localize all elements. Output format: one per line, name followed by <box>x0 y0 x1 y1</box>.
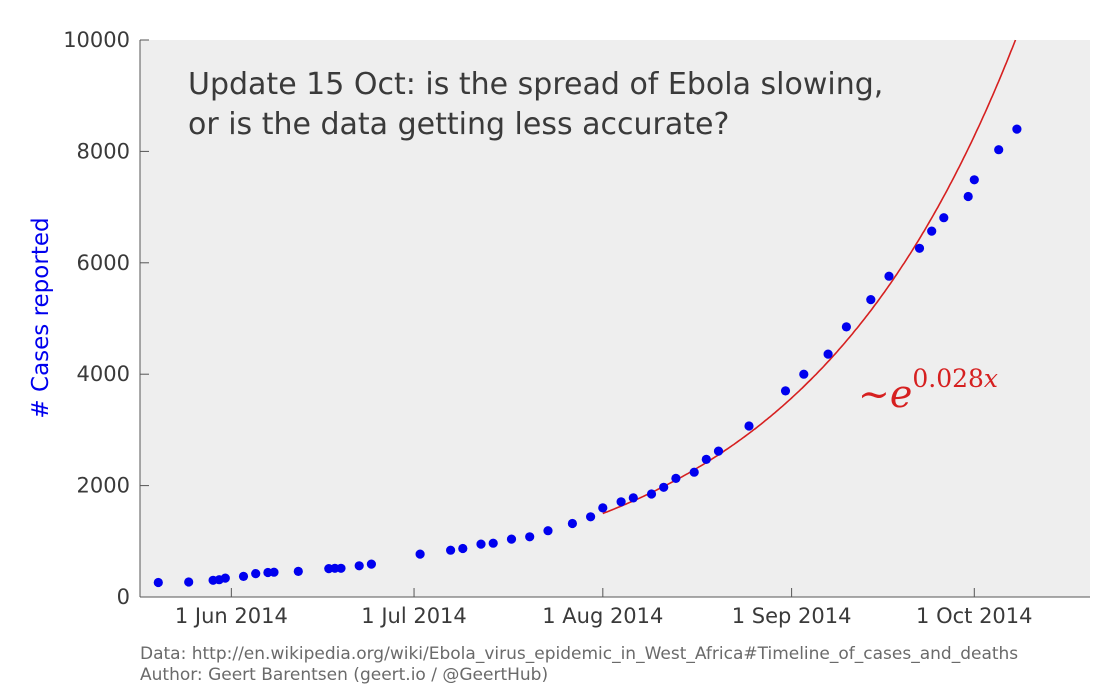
data-point <box>713 446 724 456</box>
data-point <box>628 493 638 503</box>
y-tick-label: 8000 <box>77 139 130 163</box>
x-tick-label: 1 Oct 2014 <box>916 604 1032 628</box>
data-point <box>914 243 925 253</box>
data-point <box>939 213 949 223</box>
data-point <box>963 191 973 202</box>
data-point <box>823 349 833 359</box>
data-point <box>354 561 364 571</box>
chart-title-line-2: or is the data getting less accurate? <box>188 107 729 142</box>
y-tick-label: 4000 <box>77 362 130 386</box>
data-point <box>446 545 456 555</box>
data-point <box>927 226 937 236</box>
x-tick-label: 1 Jul 2014 <box>361 604 467 628</box>
data-point <box>238 571 249 582</box>
data-point <box>543 526 553 536</box>
data-point <box>1012 124 1022 134</box>
data-point <box>269 567 279 577</box>
data-point <box>220 573 230 583</box>
formula-exponent-value: 0.028 <box>912 364 984 393</box>
data-point <box>744 421 754 431</box>
fit-formula-annotation: ~e0.028x <box>858 364 998 416</box>
data-point <box>701 454 711 464</box>
y-tick-label: 10000 <box>63 28 130 52</box>
formula-tilde: ~ <box>858 372 890 416</box>
data-point <box>866 295 876 305</box>
data-point <box>506 534 517 544</box>
data-point <box>567 518 578 529</box>
y-tick-label: 2000 <box>77 474 130 498</box>
x-tick-label: 1 Aug 2014 <box>542 604 663 628</box>
y-tick-label: 6000 <box>77 251 130 275</box>
data-source-note: Data: http://en.wikipedia.org/wiki/Ebola… <box>140 644 1019 664</box>
data-point <box>336 563 346 573</box>
data-point <box>184 577 194 587</box>
y-axis-label: # Cases reported <box>28 217 54 418</box>
data-point <box>780 386 791 396</box>
data-point <box>525 532 535 542</box>
x-axis: 1 Jun 2014 1 Jul 2014 1 Aug 2014 1 Sep 2014… <box>140 588 1090 628</box>
data-points <box>153 124 1022 588</box>
data-point <box>293 566 303 577</box>
data-point <box>586 512 596 522</box>
data-point <box>458 543 468 554</box>
data-point <box>799 369 809 379</box>
data-point <box>476 539 486 549</box>
y-tick-label: 0 <box>117 585 130 609</box>
data-point <box>366 559 376 569</box>
data-point <box>689 467 699 477</box>
data-point <box>994 145 1004 155</box>
x-tick-label: 1 Jun 2014 <box>175 604 288 628</box>
data-point <box>488 538 498 548</box>
data-point <box>671 473 681 483</box>
data-point <box>646 489 657 499</box>
data-point <box>251 569 261 579</box>
data-point <box>616 497 626 507</box>
y-axis: 0 2000 4000 6000 8000 10000 <box>63 28 149 609</box>
data-point <box>841 322 852 332</box>
data-point <box>598 503 608 513</box>
data-point <box>153 577 163 588</box>
exponential-fit-curve <box>602 39 1017 515</box>
data-point <box>659 482 669 492</box>
plot-area-background <box>140 40 1090 597</box>
formula-base: e <box>890 372 913 416</box>
formula-exponent-var: x <box>984 364 998 393</box>
data-point <box>969 175 979 185</box>
x-tick-label: 1 Sep 2014 <box>732 604 852 628</box>
data-point <box>415 549 425 559</box>
author-note: Author: Geert Barentsen (geert.io / @Gee… <box>140 665 549 685</box>
formula-exponent: 0.028x <box>912 364 998 393</box>
data-point <box>884 271 894 281</box>
chart-title-line-1: Update 15 Oct: is the spread of Ebola sl… <box>188 67 883 102</box>
